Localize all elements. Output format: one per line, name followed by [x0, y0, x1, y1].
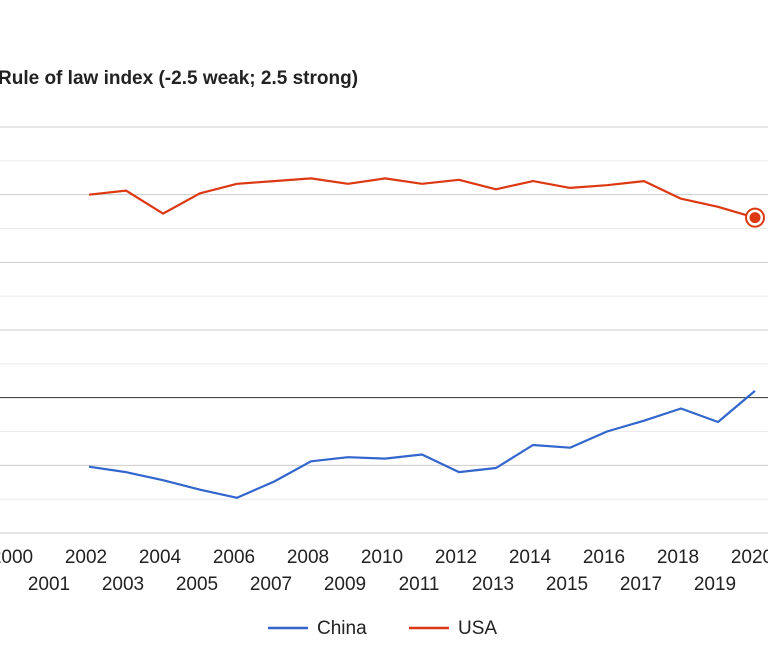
x-tick-label: 2015 [546, 574, 588, 595]
x-tick-label: 2000 [0, 547, 33, 568]
x-tick-label: 2017 [620, 574, 662, 595]
x-tick-label: 2010 [361, 547, 403, 568]
x-tick-label: 2006 [213, 547, 255, 568]
x-tick-label: 2019 [694, 574, 736, 595]
usa-highlight-point [749, 212, 761, 224]
x-tick-label: 2009 [324, 574, 366, 595]
x-tick-label: 2016 [583, 547, 625, 568]
x-tick-label: 2004 [139, 547, 182, 568]
x-tick-label: 2003 [102, 574, 144, 595]
china-line [88, 390, 756, 499]
x-tick-label: 2008 [287, 547, 329, 568]
x-tick-label: 2013 [472, 574, 514, 595]
chart-title: Rule of law index (-2.5 weak; 2.5 strong… [0, 68, 359, 89]
x-tick-label: 2005 [176, 574, 218, 595]
x-tick-label: 2007 [250, 574, 292, 595]
china-legend-label: China [317, 618, 367, 639]
x-tick-label: 2014 [509, 547, 552, 568]
x-tick-label: 2011 [399, 574, 440, 595]
x-tick-label: 2001 [28, 574, 70, 595]
x-tick-label: 2002 [65, 547, 107, 568]
x-tick-label: 2012 [435, 547, 477, 568]
usa-line [88, 177, 756, 219]
x-tick-label: 2018 [657, 547, 699, 568]
usa-legend-label: USA [458, 618, 497, 639]
x-tick-label: 2020 [731, 547, 768, 568]
